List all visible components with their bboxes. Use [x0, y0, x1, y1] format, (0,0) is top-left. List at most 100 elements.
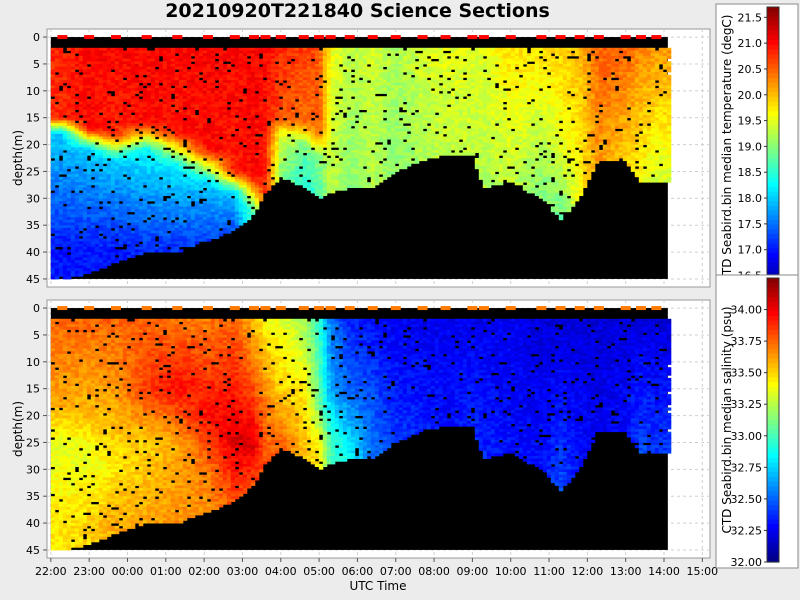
section-cell: [114, 158, 120, 162]
section-cell: [222, 133, 228, 137]
section-cell: [278, 55, 284, 59]
section-cell: [358, 53, 364, 57]
section-cell: [66, 152, 72, 156]
section-cell: [290, 80, 296, 84]
section-cell: [70, 163, 76, 167]
section-cell: [242, 203, 248, 207]
section-cell: [78, 82, 84, 86]
section-cell: [78, 227, 84, 231]
section-cell: [134, 201, 140, 205]
section-cell: [130, 47, 136, 51]
section-cell: [326, 112, 332, 116]
section-cell: [170, 241, 176, 245]
section-cell: [82, 74, 88, 78]
section-cell: [218, 55, 224, 59]
section-cell: [50, 152, 56, 156]
section-cell: [54, 141, 60, 145]
section-cell: [90, 69, 96, 73]
section-cell: [54, 182, 60, 186]
section-cell: [166, 158, 172, 162]
section-cell: [122, 217, 128, 221]
section-cell: [122, 206, 128, 210]
section-cell: [98, 58, 104, 62]
section-cell: [198, 139, 204, 143]
section-cell: [290, 155, 296, 159]
section-cell: [62, 244, 68, 248]
section-cell: [62, 235, 68, 239]
section-cell: [166, 125, 172, 129]
section-cell: [74, 190, 80, 194]
section-cell: [138, 149, 144, 153]
section-cell: [202, 72, 208, 76]
section-cell: [98, 53, 104, 57]
section-cell: [318, 147, 324, 151]
section-cell: [130, 144, 136, 148]
section-cell: [210, 128, 216, 132]
section-cell: [226, 96, 232, 100]
section-cell: [54, 96, 60, 100]
section-cell: [210, 235, 216, 239]
section-cell: [142, 123, 148, 127]
section-cell: [94, 69, 100, 73]
section-cell: [126, 166, 132, 170]
section-cell: [210, 131, 216, 135]
section-cell: [166, 93, 172, 97]
section-cell: [354, 109, 360, 113]
section-cell: [210, 233, 216, 237]
section-cell: [202, 147, 208, 151]
section-cell: [138, 209, 144, 213]
section-cell: [58, 179, 64, 183]
section-cell: [346, 176, 352, 180]
section-cell: [66, 273, 72, 277]
section-cell: [334, 74, 340, 78]
section-cell: [142, 241, 148, 245]
section-cell: [190, 101, 196, 105]
section-cell: [250, 192, 256, 196]
section-cell: [98, 139, 104, 143]
section-cell: [86, 246, 92, 250]
section-cell: [50, 120, 56, 124]
section-cell: [106, 112, 112, 116]
section-cell: [306, 47, 312, 51]
section-cell: [70, 53, 76, 57]
section-cell: [354, 125, 360, 129]
section-cell: [214, 222, 220, 226]
section-cell: [218, 211, 224, 215]
section-cell: [178, 217, 184, 221]
section-cell: [54, 214, 60, 218]
section-cell: [222, 190, 228, 194]
section-cell: [274, 149, 280, 153]
section-cell: [186, 63, 192, 67]
section-cell: [274, 160, 280, 164]
section-cell: [62, 125, 68, 129]
section-cell: [98, 203, 104, 207]
section-cell: [322, 101, 328, 105]
section-cell: [62, 77, 68, 81]
section-cell: [98, 179, 104, 183]
section-cell: [142, 163, 148, 167]
section-cell: [178, 206, 184, 210]
section-cell: [178, 139, 184, 143]
section-cell: [78, 249, 84, 253]
section-cell: [94, 230, 100, 234]
section-cell: [230, 72, 236, 76]
section-cell: [298, 47, 304, 51]
section-cell: [78, 149, 84, 153]
section-cell: [126, 136, 132, 140]
section-cell: [86, 254, 92, 258]
section-cell: [62, 246, 68, 250]
section-cell: [50, 217, 56, 221]
section-cell: [182, 131, 188, 135]
section-cell: [330, 187, 336, 191]
section-cell: [78, 128, 84, 132]
section-cell: [194, 238, 200, 242]
section-cell: [162, 80, 168, 84]
section-cell: [266, 187, 272, 191]
section-cell: [330, 50, 336, 54]
section-cell: [338, 160, 344, 164]
section-cell: [290, 147, 296, 151]
section-cell: [98, 106, 104, 110]
section-cell: [66, 112, 72, 116]
section-cell: [266, 85, 272, 89]
section-cell: [254, 201, 260, 205]
